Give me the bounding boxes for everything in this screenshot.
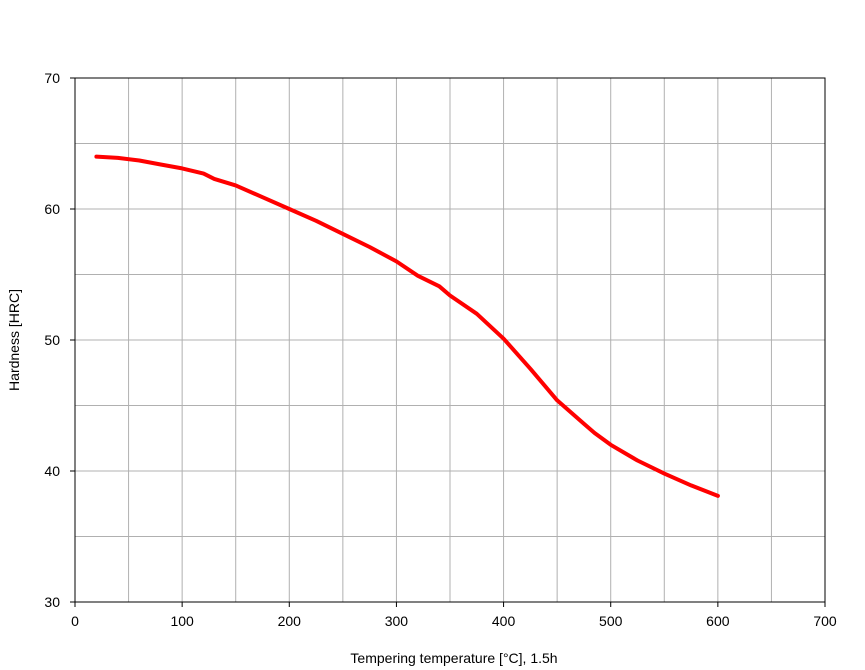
x-tick-label: 400 (492, 613, 516, 629)
x-tick-label: 600 (706, 613, 730, 629)
x-tick-label: 100 (170, 613, 194, 629)
x-tick-label: 500 (599, 613, 623, 629)
x-tick-label: 300 (385, 613, 409, 629)
grid (75, 78, 825, 602)
x-tick-label: 0 (71, 613, 79, 629)
x-axis-title: Tempering temperature [°C], 1.5h (350, 650, 557, 666)
x-tick-labels: 0 100 200 300 400 500 600 700 (71, 602, 837, 629)
y-tick-label: 70 (44, 70, 60, 86)
series-group (94, 154, 720, 498)
y-tick-label: 50 (44, 332, 60, 348)
y-tick-labels: 30 40 50 60 70 (44, 70, 75, 610)
y-tick-label: 40 (44, 463, 60, 479)
y-axis-title: Hardness [HRC] (6, 289, 22, 391)
x-tick-label: 700 (813, 613, 837, 629)
x-tick-label: 200 (278, 613, 302, 629)
y-tick-label: 30 (44, 594, 60, 610)
series-line-hardness (94, 154, 720, 498)
y-tick-label: 60 (44, 201, 60, 217)
